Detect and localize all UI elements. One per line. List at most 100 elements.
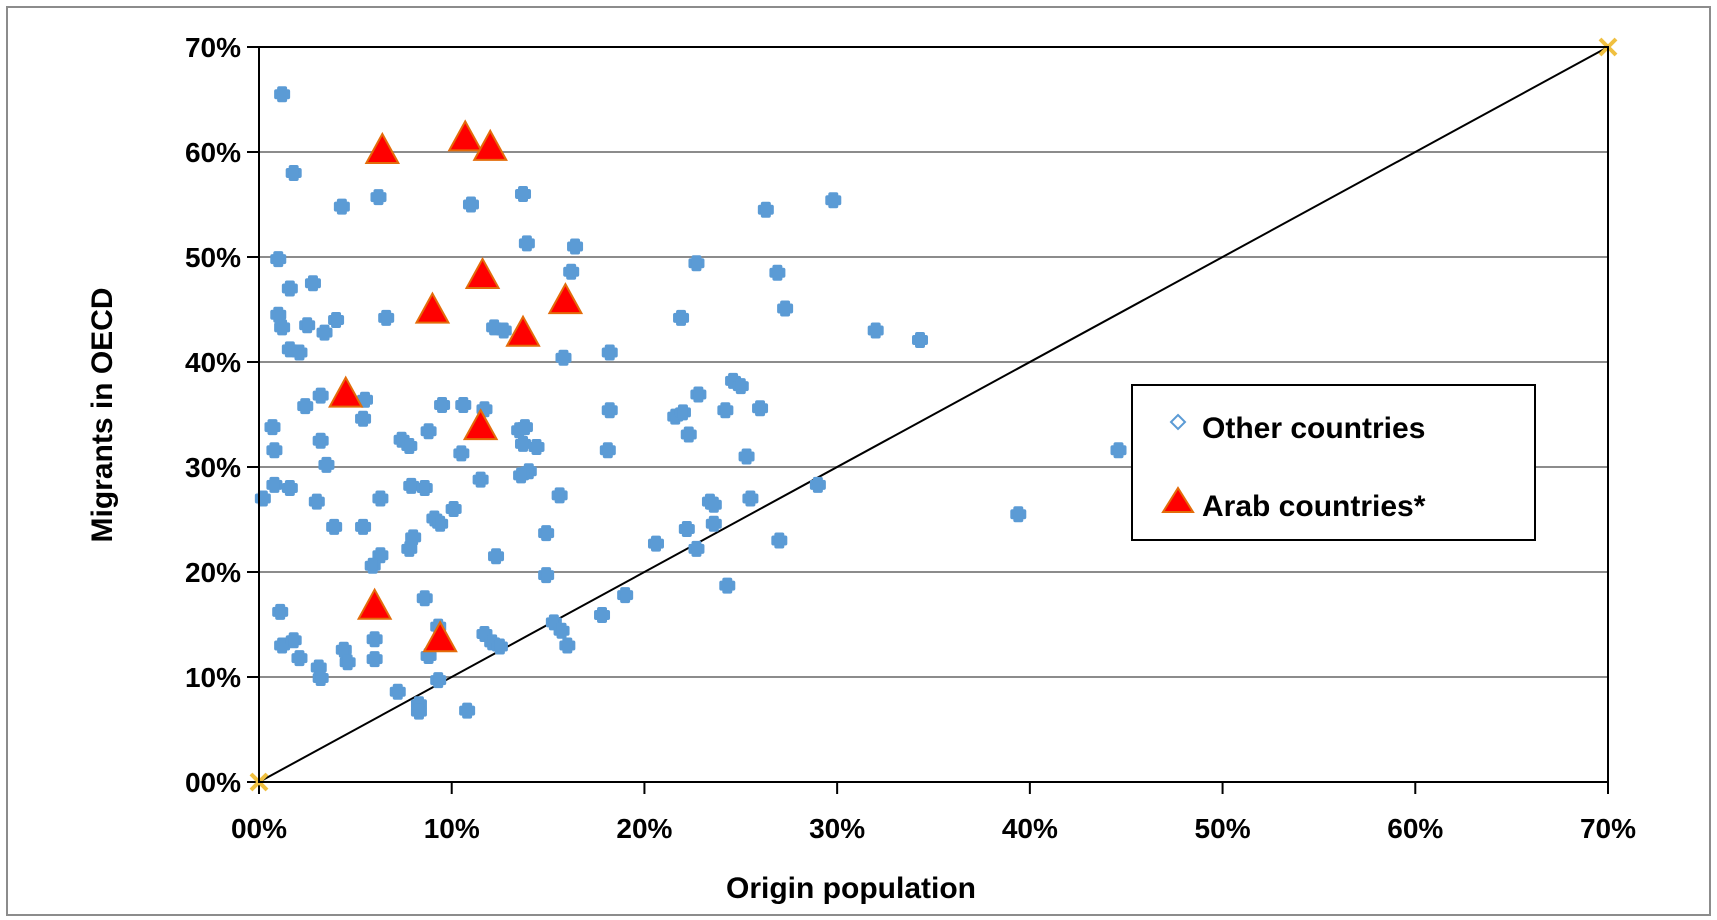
other-country-point-cross (413, 703, 424, 720)
other-country-point-cross (329, 518, 340, 535)
other-country-point-cross (315, 670, 326, 687)
other-country-point-cross (404, 540, 415, 557)
legend-diamond-icon (1169, 413, 1187, 431)
other-country-point-cross (498, 322, 509, 339)
other-country-point-cross (519, 419, 530, 436)
plot-area-border (258, 46, 1609, 783)
other-country-point-cross (277, 319, 288, 336)
other-country-point-cross (315, 432, 326, 449)
other-country-point-cross (404, 438, 415, 454)
other-country-point-cross (691, 255, 702, 272)
other-country-point-cross (302, 317, 313, 334)
other-country-point-cross (288, 632, 299, 649)
other-country-point-cross (375, 490, 386, 507)
other-country-point-cross (475, 471, 486, 488)
other-country-point-cross (331, 312, 342, 328)
other-country-point-cross (566, 263, 577, 280)
other-country-point-cross (541, 567, 552, 584)
other-country-point-cross (774, 532, 785, 549)
other-country-point-cross (531, 439, 542, 456)
other-country-point-cross (433, 672, 444, 689)
other-country-point-cross (294, 344, 305, 361)
other-country-point-cross (375, 547, 386, 564)
other-country-point-cross (462, 702, 473, 719)
other-country-point-cross (780, 300, 791, 317)
arab-country-point (447, 119, 483, 152)
other-country-point-cross (336, 198, 347, 215)
other-country-point-cross (741, 448, 752, 465)
other-country-point-cross (518, 435, 529, 452)
other-country-point-cross (315, 387, 326, 404)
other-country-point-cross (735, 378, 746, 395)
other-country-point-cross (650, 535, 661, 552)
arab-country-point (414, 291, 451, 324)
other-country-point-cross (269, 442, 280, 459)
other-country-point-cross (284, 280, 295, 297)
other-country-point-cross (521, 235, 532, 252)
arab-country-point (356, 587, 393, 620)
other-country-point-cross (419, 480, 430, 496)
y-tick-label: 40% (185, 347, 241, 378)
other-country-point-cross (300, 398, 311, 415)
x-axis-ticks: 00% 10% 20% 30% 40% 50% 60% 70% (231, 782, 1636, 844)
y-axis-title: Migrants in OECD (86, 287, 119, 542)
other-country-point-cross (516, 467, 527, 484)
other-country-point-cross (708, 496, 719, 513)
other-country-point-cross (562, 637, 573, 654)
other-country-point-cross (1013, 506, 1024, 523)
other-country-point-cross (755, 400, 766, 417)
x-tick-label: 10% (424, 813, 480, 844)
other-country-point-cross (358, 410, 369, 427)
other-country-point-cross (423, 423, 434, 440)
other-country-point-cross (554, 487, 565, 504)
arab-country-point (364, 131, 401, 164)
legend-item-arab: Arab countries* (1161, 486, 1426, 523)
other-country-point-cross (570, 238, 581, 255)
plot-border-rect (258, 46, 1609, 783)
other-country-point-cross (681, 520, 692, 537)
legend: Other countries Arab countries* (1131, 384, 1536, 541)
other-country-point-cross (373, 189, 384, 206)
x-tick-label: 50% (1195, 813, 1251, 844)
arab-country-point (464, 256, 501, 289)
other-country-point-cross (541, 525, 552, 542)
other-country-point-cross (518, 186, 529, 202)
other-country-point-cross (693, 386, 704, 403)
other-country-point-cross (676, 309, 687, 326)
other-country-point-cross (456, 445, 467, 462)
other-country-point-cross (311, 493, 322, 510)
other-country-point-cross (720, 402, 731, 419)
other-country-point-cross (604, 344, 615, 361)
other-country-point-cross (772, 264, 783, 281)
other-country-point-cross (275, 603, 286, 620)
legend-triangle-icon (1161, 486, 1195, 513)
y-tick-label: 50% (185, 242, 241, 273)
other-country-point-cross (812, 476, 823, 493)
other-country-point-cross (683, 426, 694, 443)
diagonal-reference-line (258, 46, 1609, 783)
other-country-point-cross (722, 577, 733, 594)
other-country-point-cross (1113, 442, 1124, 459)
other-country-point-cross (677, 404, 688, 421)
x-tick-label: 20% (616, 813, 672, 844)
other-country-point-cross (369, 651, 380, 668)
other-country-point-cross (359, 391, 370, 408)
arab-country-point (505, 314, 541, 347)
other-country-point-cross (708, 515, 719, 532)
other-country-point-cross (288, 165, 299, 181)
other-country-point-cross (448, 501, 459, 517)
other-country-point-cross (319, 324, 330, 341)
y-tick-label: 70% (185, 32, 241, 63)
legend-label-other: Other countries (1202, 412, 1425, 445)
arab-country-point (422, 620, 458, 653)
y-tick-label: 30% (185, 452, 241, 483)
other-country-point-cross (491, 548, 502, 565)
legend-label-arab: Arab countries* (1202, 490, 1426, 523)
arab-country-point (462, 408, 499, 441)
other-country-point-cross (828, 192, 839, 209)
other-country-point-cross (367, 557, 378, 574)
other-country-point-cross (369, 631, 380, 648)
other-country-point-cross (494, 638, 505, 655)
other-country-point-cross (691, 540, 702, 557)
arab-country-point (472, 128, 508, 161)
